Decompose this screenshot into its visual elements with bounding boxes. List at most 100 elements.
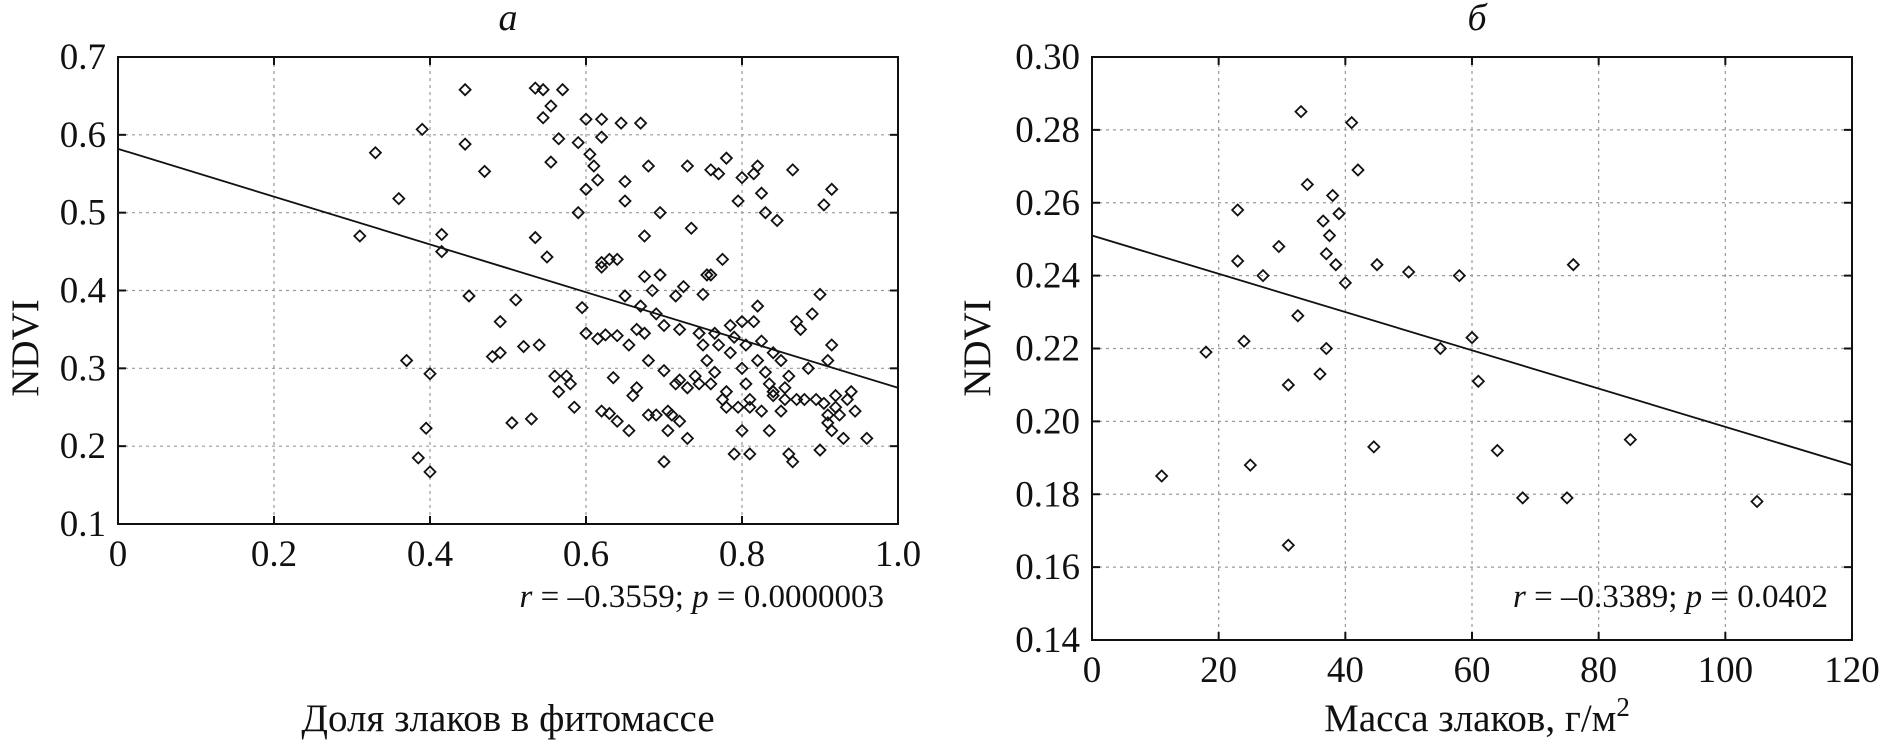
panel-b-xtick-label: 80: [1580, 650, 1617, 691]
panel-a-data-point: [579, 112, 593, 127]
panel-a-data-point: [606, 370, 621, 385]
panel-b-data-point: [1351, 163, 1365, 177]
panel-a-data-point: [353, 229, 367, 243]
panel-a-data-point: [735, 423, 749, 438]
panel-a-ytick-label: 0.5: [60, 193, 106, 234]
panel-b-xtick-label: 0: [1083, 650, 1102, 691]
panel-a-data-point: [817, 396, 831, 411]
panel-b-data-point: [1199, 345, 1213, 359]
panel-a-data-point: [462, 289, 476, 303]
panel-a-data-point: [731, 194, 745, 208]
panel-b-data-point: [1272, 239, 1286, 254]
panel-a-data-point: [770, 213, 784, 228]
panel-a-data-point: [399, 353, 414, 368]
panel-a-data-point: [704, 377, 718, 391]
panel-a-data-point: [551, 131, 566, 146]
panel-a-data-point: [657, 454, 671, 469]
panel-a-data-point: [735, 361, 749, 376]
panel-b-ytick-label: 0.24: [1015, 256, 1080, 297]
panel-a: а 0.1 0.2 0.3 0.4 0.5 0.6 0.7 0 0.2 0.4 0.6 0.8 1.0…: [4, 0, 921, 740]
panel-b-data-point: [1281, 378, 1296, 392]
panel-a-ytick-label: 0.4: [60, 271, 106, 312]
panel-a-data-point: [774, 353, 788, 368]
panel-b-xlabel: Масса злаков, г/м2: [1324, 692, 1630, 740]
panel-a-data-point: [633, 116, 648, 130]
panel-a-data-point: [563, 377, 578, 391]
panel-a-annotation: r = –0.3559; p = 0.0000003: [520, 579, 885, 615]
panel-a-data-point: [774, 404, 788, 418]
panel-a-data-point: [821, 416, 835, 430]
panel-a-data-point: [762, 377, 777, 391]
panel-a-data-point: [637, 229, 652, 243]
panel-a-data-point: [719, 400, 734, 415]
panel-a-data-point: [680, 431, 695, 446]
panel-b-data-point: [1230, 203, 1245, 217]
panel-a-data-point: [610, 414, 624, 429]
panel-a-data-point: [649, 408, 663, 422]
panel-a-xlabel: Доля злаков в фитомассе: [301, 697, 714, 740]
panel-a-data-point: [594, 130, 609, 144]
panel-a-data-point: [536, 110, 550, 125]
panel-a-data-point: [579, 182, 593, 197]
panel-b-xtick-label: 100: [1698, 650, 1754, 691]
panel-b-data-point: [1319, 341, 1334, 356]
panel-a-data-point: [641, 353, 656, 368]
panel-a-data-point: [743, 447, 757, 461]
panel-a-data-point: [551, 384, 566, 399]
panel-a-data-point: [528, 230, 543, 245]
panel-a-data-point: [680, 381, 695, 395]
panel-a-xtick-label: 0.2: [251, 534, 297, 575]
panel-a-data-point: [598, 328, 613, 342]
panel-b-ylabel: NDVI: [956, 299, 999, 396]
panel-b-xtick-label: 40: [1327, 650, 1364, 691]
panel-a-data-point: [555, 82, 570, 97]
panel-a-data-point: [516, 339, 531, 354]
panel-b-data-point: [1319, 246, 1334, 261]
panel-a-data-point: [743, 400, 757, 415]
panel-a-data-point: [707, 326, 722, 341]
panel-b-p-label: p: [1684, 579, 1703, 615]
panel-b-data-point: [1154, 469, 1169, 483]
panel-a-ytick-label: 0.1: [60, 504, 106, 545]
panel-b-grid: [1092, 57, 1852, 640]
panel-a-data-point: [684, 221, 699, 236]
panel-a-p-value: = 0.0000003: [709, 579, 884, 615]
panel-a-data-point: [423, 465, 437, 479]
panel-b-r-value: = –0.3389;: [1526, 579, 1686, 615]
panel-a-data-point: [528, 81, 543, 95]
panel-a-xtick-label: 0.8: [719, 534, 765, 575]
panel-a-data-point: [536, 82, 550, 97]
panel-b-data-point: [1322, 228, 1337, 243]
panel-a-data-point: [704, 268, 718, 282]
panel-b-data-point: [1515, 491, 1530, 505]
panel-b-fit-line: [1091, 234, 1853, 466]
panel-a-data-point: [590, 173, 605, 187]
panel-a-data-point: [821, 353, 835, 368]
panel-b-data-point: [1256, 268, 1270, 283]
panel-b-data-point: [1344, 115, 1359, 130]
panel-a-data-point: [524, 412, 539, 426]
panel-a-data-point: [633, 299, 648, 313]
panel-a-ytick-label: 0.6: [60, 115, 106, 156]
panel-a-data-point: [727, 330, 741, 344]
panel-a-xtick-label: 0: [109, 534, 128, 575]
panel-b-data-point: [1300, 177, 1315, 192]
panel-a-data-point: [723, 345, 738, 360]
panel-a-data-point: [782, 447, 796, 461]
panel-a-data-point: [754, 186, 769, 200]
panel-a-data-point: [493, 345, 507, 360]
panel-a-data-point: [719, 151, 734, 165]
panel-a-fit-line: [117, 147, 899, 389]
panel-a-data-point: [836, 431, 851, 446]
panel-a-data-point: [832, 408, 847, 422]
panel-a-data-point: [653, 268, 667, 282]
panel-b-ytick-label: 0.30: [1015, 37, 1080, 78]
panel-a-data-point: [594, 404, 609, 418]
panel-a-data-point: [594, 260, 609, 274]
panel-a-title: а: [499, 0, 518, 39]
panel-a-data-point: [548, 369, 562, 383]
panel-b-points: [1154, 104, 1764, 553]
panel-b-ytick-label: 0.14: [1015, 620, 1080, 661]
panel-a-data-point: [785, 454, 800, 469]
